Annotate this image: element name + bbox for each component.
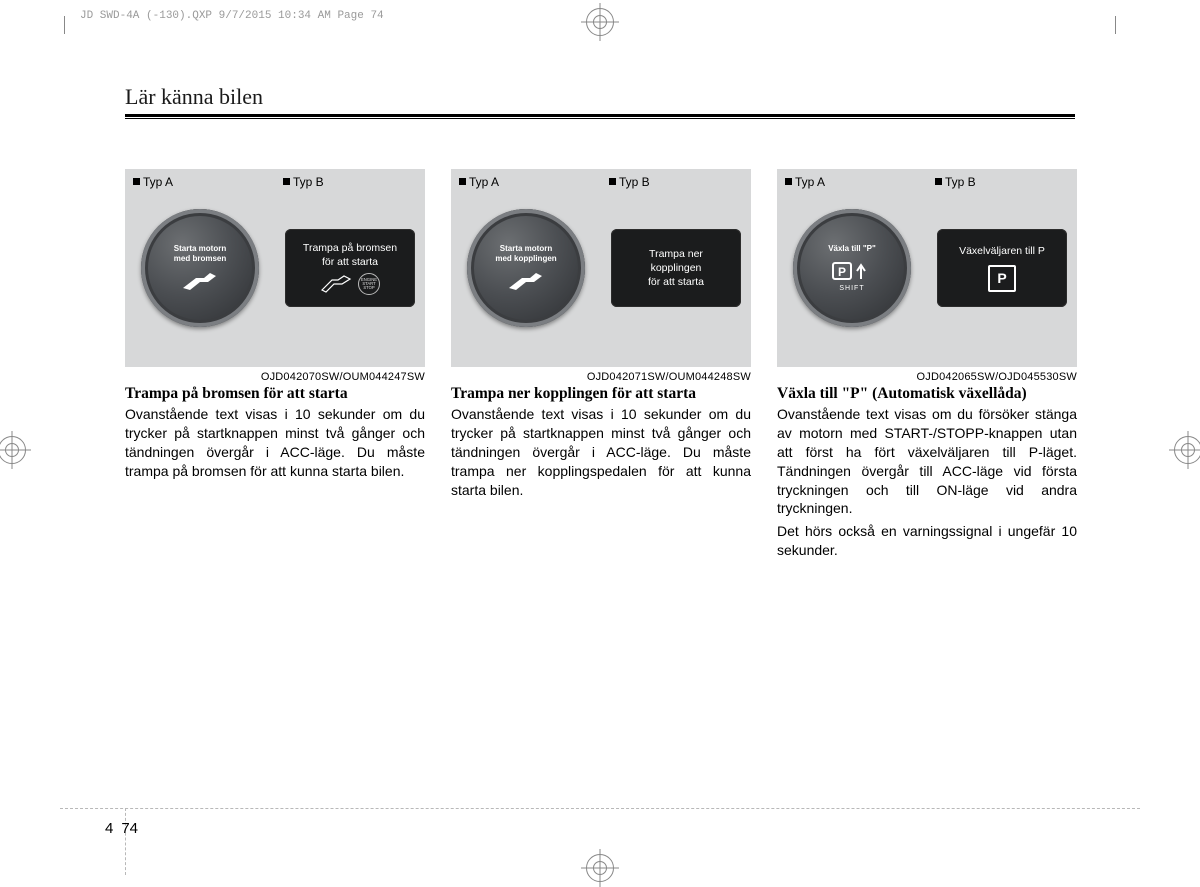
page-number: 474: [105, 820, 138, 837]
panel-shift: Växelväljaren till P P: [937, 229, 1067, 307]
guide-dash-v: [125, 808, 126, 875]
heading-1: Trampa på bromsen för att starta: [125, 385, 425, 403]
figure-code-1: OJD042070SW/OUM044247SW: [125, 371, 425, 383]
type-b-label: Typ B: [283, 175, 324, 189]
section-title: Lär känna bilen: [125, 84, 1075, 112]
type-a-label: Typ A: [459, 175, 499, 189]
gauge-brake-icon: Starta motornmed bromsen: [141, 209, 259, 327]
type-a-label: Typ A: [133, 175, 173, 189]
type-b-label: Typ B: [935, 175, 976, 189]
panel-clutch: Trampa ner kopplingen för att starta: [611, 229, 741, 307]
svg-text:P: P: [838, 265, 846, 279]
body-1: Ovanstående text visas i 10 sekunder om …: [125, 405, 425, 481]
start-stop-icon: ENGINE START STOP: [358, 273, 380, 295]
column-3: Typ A Växla till "P" P SHIFT Typ B: [777, 169, 1077, 560]
registration-bottom: [586, 854, 614, 882]
figure-3: Typ A Växla till "P" P SHIFT Typ B: [777, 169, 1077, 367]
title-rule-thin: [125, 118, 1075, 119]
guide-dash-h: [60, 808, 1140, 809]
figure-2: Typ A Starta motornmed kopplingen Typ B …: [451, 169, 751, 367]
heading-3: Växla till "P" (Automatisk växellåda): [777, 385, 1077, 403]
gauge-clutch-icon: Starta motornmed kopplingen: [467, 209, 585, 327]
column-2: Typ A Starta motornmed kopplingen Typ B …: [451, 169, 751, 560]
figure-code-2: OJD042071SW/OUM044248SW: [451, 371, 751, 383]
gauge-shift-icon: Växla till "P" P SHIFT: [793, 209, 911, 327]
foot-pedal-icon: [180, 270, 220, 292]
type-b-label: Typ B: [609, 175, 650, 189]
figure-code-3: OJD042065SW/OJD045530SW: [777, 371, 1077, 383]
body-3: Ovanstående text visas om du försöker st…: [777, 405, 1077, 518]
column-1: Typ A Starta motornmed bromsen Typ B Tra…: [125, 169, 425, 560]
crop-marks-top: [0, 0, 1200, 34]
body-2: Ovanstående text visas i 10 sekunder om …: [451, 405, 751, 499]
foot-outline-icon: [320, 274, 354, 294]
foot-pedal-icon: [506, 270, 546, 292]
figure-1: Typ A Starta motornmed bromsen Typ B Tra…: [125, 169, 425, 367]
type-a-label: Typ A: [785, 175, 825, 189]
body-3b: Det hörs också en varningssignal i ungef…: [777, 522, 1077, 560]
p-box-icon: P: [988, 265, 1015, 292]
registration-right: [1174, 436, 1200, 464]
columns: Typ A Starta motornmed bromsen Typ B Tra…: [125, 169, 1075, 560]
page-content: Lär känna bilen Typ A Starta motornmed b…: [125, 84, 1075, 560]
panel-brake: Trampa på bromsen för att starta ENGINE …: [285, 229, 415, 307]
shift-p-icon: P: [831, 259, 873, 283]
registration-left: [0, 436, 26, 464]
title-rule: [125, 114, 1075, 117]
heading-2: Trampa ner kopplingen för att starta: [451, 385, 751, 403]
